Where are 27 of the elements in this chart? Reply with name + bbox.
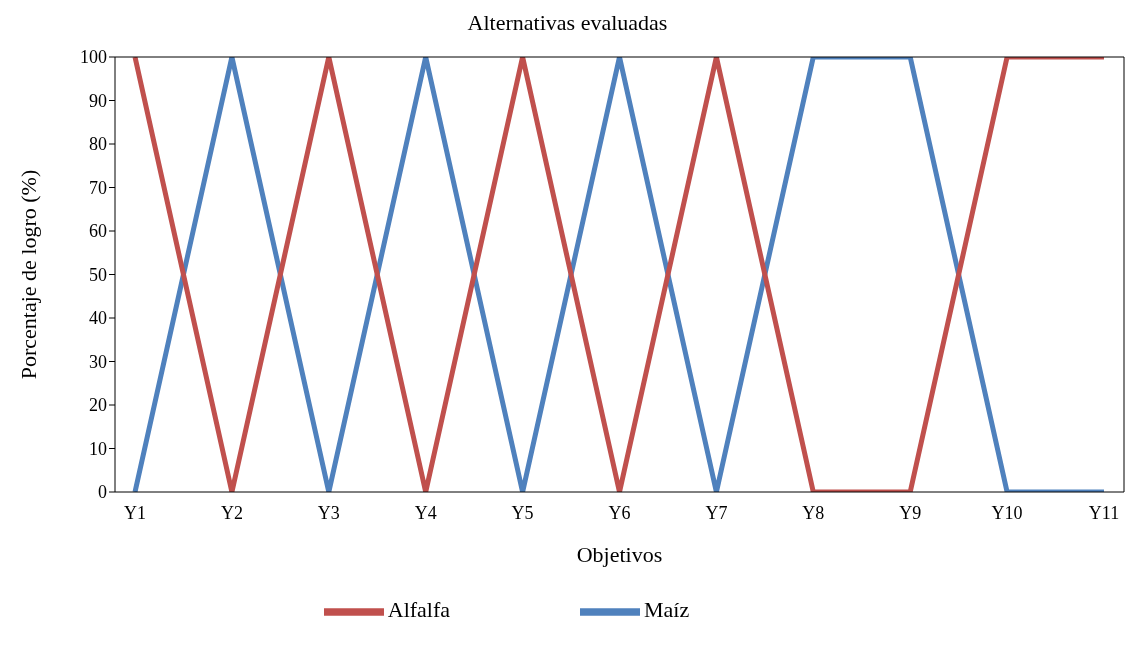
x-tick-label: Y7 (705, 502, 728, 523)
y-tick-label: 30 (89, 351, 107, 372)
x-tick-label: Y8 (802, 502, 825, 523)
y-tick-label: 40 (89, 308, 107, 329)
y-tick-label: 10 (89, 438, 107, 459)
y-tick-label: 20 (89, 395, 107, 416)
y-tick-label: 70 (89, 177, 107, 198)
legend-label: Alfalfa (387, 597, 451, 623)
y-tick-label: 0 (98, 482, 107, 503)
legend-label: Maíz (644, 597, 690, 623)
x-tick-label: Y10 (991, 502, 1023, 523)
y-tick-label: 60 (89, 221, 107, 242)
x-axis-title: Objetivos (576, 542, 663, 567)
x-tick-label: Y4 (414, 502, 437, 523)
y-tick-label: 100 (80, 47, 107, 68)
x-tick-label: Y11 (1088, 502, 1120, 523)
x-tick-label: Y6 (608, 502, 631, 523)
x-tick-label: Y1 (124, 502, 146, 523)
y-axis-title: Porcentaje de logro (%) (15, 169, 41, 380)
x-tick-label: Y3 (317, 502, 340, 523)
x-tick-label: Y2 (220, 502, 243, 523)
x-tick-label: Y9 (899, 502, 922, 523)
x-tick-label: Y5 (511, 502, 534, 523)
y-tick-label: 80 (89, 134, 107, 155)
chart-title: Alternativas evaluadas (466, 9, 669, 37)
y-tick-label: 50 (89, 264, 107, 285)
y-tick-label: 90 (89, 90, 107, 111)
